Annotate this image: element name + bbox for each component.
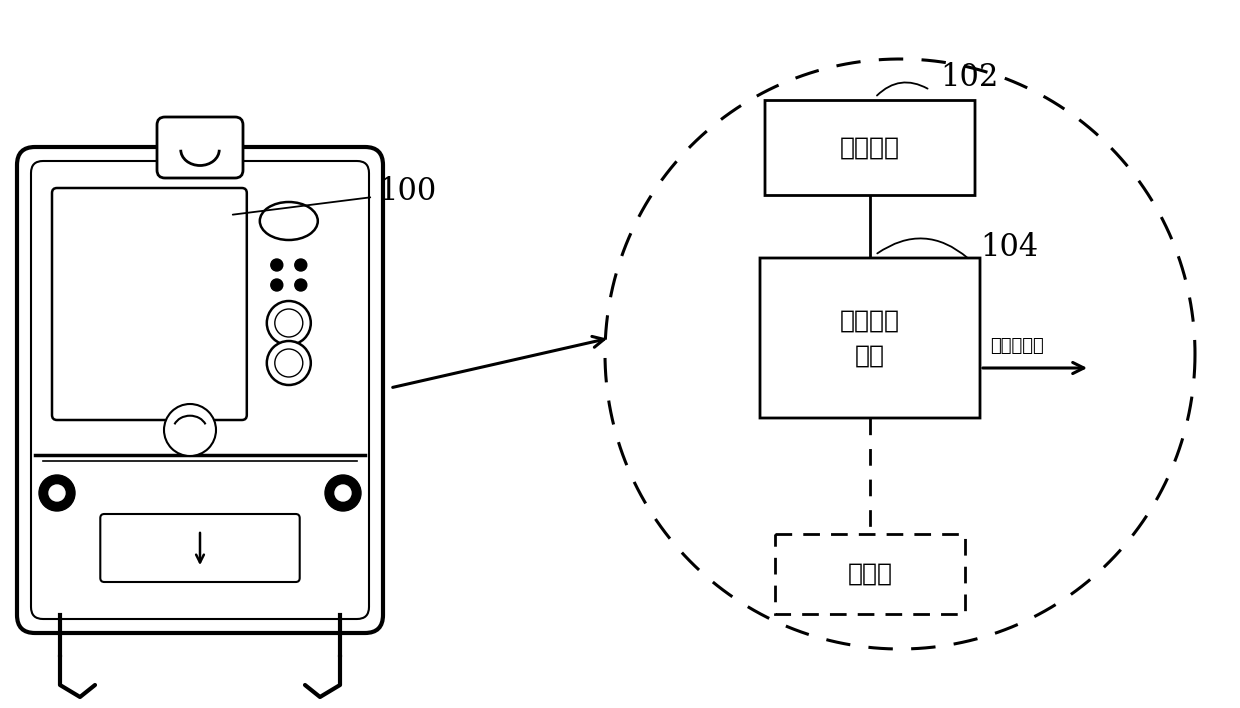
- Text: 104: 104: [980, 232, 1038, 263]
- Bar: [775, 534, 965, 614]
- FancyBboxPatch shape: [157, 117, 243, 178]
- Text: 输出至系统: 输出至系统: [990, 337, 1044, 355]
- Circle shape: [275, 349, 303, 377]
- Circle shape: [325, 475, 361, 511]
- FancyBboxPatch shape: [100, 514, 300, 582]
- Circle shape: [275, 309, 303, 337]
- Text: 备用电源: 备用电源: [839, 136, 900, 160]
- Circle shape: [267, 341, 311, 385]
- FancyBboxPatch shape: [52, 188, 247, 420]
- Ellipse shape: [260, 202, 317, 240]
- Circle shape: [270, 259, 283, 271]
- FancyBboxPatch shape: [765, 101, 975, 195]
- FancyBboxPatch shape: [31, 161, 370, 619]
- Circle shape: [38, 475, 74, 511]
- FancyBboxPatch shape: [760, 258, 980, 418]
- Text: 主电源: 主电源: [847, 562, 893, 586]
- Circle shape: [164, 404, 216, 456]
- Circle shape: [267, 301, 311, 345]
- Circle shape: [270, 279, 283, 291]
- Text: 102: 102: [940, 62, 998, 93]
- FancyBboxPatch shape: [17, 147, 383, 633]
- Text: 系统供电
电路: 系统供电 电路: [839, 308, 900, 367]
- Circle shape: [50, 485, 64, 501]
- Circle shape: [295, 279, 306, 291]
- Circle shape: [295, 259, 306, 271]
- Circle shape: [335, 485, 351, 501]
- Text: 100: 100: [378, 176, 436, 207]
